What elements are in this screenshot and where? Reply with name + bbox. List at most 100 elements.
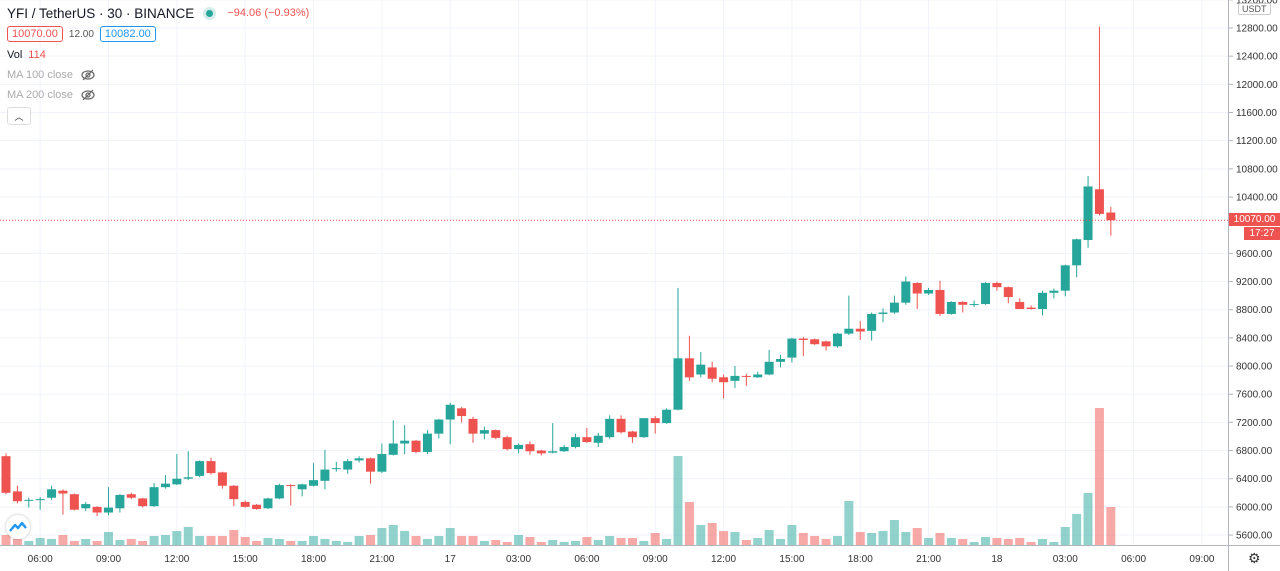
volume-bar [12,539,22,545]
candle-body [138,498,148,507]
price-axis[interactable]: 13200.0012800.0012400.0012000.0011600.00… [1228,0,1278,542]
ma200-legend[interactable]: MA 200 close [7,85,309,105]
candle-body [286,485,296,487]
x-tick-label: 09:00 [96,554,121,565]
volume-bar [388,525,398,545]
volume-bar [115,540,125,545]
sell-button[interactable]: 10070.00 [7,26,63,42]
candle-body [548,451,558,453]
candle-body [160,483,170,488]
y-tick-label: 10800.00 [1236,164,1278,175]
candle-body [798,338,808,340]
candle-body [206,461,216,474]
candle-body [536,450,546,454]
tradingview-logo[interactable] [6,515,30,539]
candle-body [696,364,706,375]
x-tick-label: 17 [445,554,457,565]
time-axis[interactable]: 06:00 09:00 12:00 15:00 18:00 21:00 17 03:00 06:… [28,554,1215,565]
candle-body [149,487,159,507]
volume-bar [1015,538,1025,545]
y-tick-label: 6000.00 [1236,502,1273,513]
candle-body [901,281,911,303]
candle-body [343,461,353,470]
candle-body [1,456,11,493]
volume-bar [992,538,1002,545]
volume-bar [183,527,193,545]
currency-unit-label[interactable]: USDT [1238,3,1271,15]
volume-bar [422,539,432,545]
volume-bar [639,541,649,545]
candle-body [274,485,284,499]
volume-legend[interactable]: Vol 114 [7,45,309,65]
candle-body [559,447,569,452]
volume-bar [434,536,444,545]
volume-bar [787,525,797,545]
candle-body [810,339,820,345]
gear-icon[interactable]: ⚙ [1248,550,1261,566]
candle-body [844,328,854,334]
y-tick-label: 6400.00 [1236,474,1273,485]
candle-body [855,328,865,332]
candle-body [1049,290,1059,293]
volume-bar [889,520,899,545]
candle-body [969,304,979,306]
volume-bar [753,538,763,545]
volume-bar [457,536,467,545]
candle-body [47,489,57,498]
volume-bar [969,542,979,545]
candle-body [240,501,250,507]
eye-off-icon[interactable] [81,69,95,81]
candle-body [365,458,375,472]
y-tick-label: 8000.00 [1236,362,1273,373]
volume-bar [217,536,227,545]
volume-bar [593,540,603,545]
candle-body [92,506,102,513]
volume-bar [730,532,740,545]
volume-bar [297,541,307,545]
candle-body [115,494,125,509]
candle-body [195,461,205,476]
candle-body [821,341,831,347]
bar-countdown: 17:27 [1249,228,1275,240]
volume-bar [958,539,968,545]
current-price-value: 10070.00 [1233,214,1276,226]
candle-body [1083,186,1093,240]
candle-body [81,504,91,509]
ma100-legend[interactable]: MA 100 close [7,65,309,85]
symbol-title[interactable]: YFI / TetherUS · 30 · BINANCE [7,5,195,21]
volume-bar [320,539,330,545]
volume-bar [559,542,569,545]
volume-bar [274,539,284,545]
volume-bar [832,536,842,545]
volume-bar [1060,527,1070,545]
volume-bar [172,531,182,545]
candle-body [935,289,945,314]
candle-body [252,504,262,510]
candle-body [172,478,182,485]
volume-bar [1083,493,1093,545]
buy-button[interactable]: 10082.00 [99,26,156,42]
volume-bar [1106,507,1116,545]
volume-bar [81,539,91,545]
volume-bar [502,542,512,545]
candle-body [12,491,22,502]
volume-bar [1026,542,1036,545]
collapse-legend-button[interactable]: ︿ [7,107,31,125]
candle-body [958,301,968,305]
y-tick-label: 12400.00 [1236,52,1278,63]
volume-bar [206,536,216,545]
volume-bar [582,537,592,545]
volume-bar [548,540,558,545]
candle-body [650,418,660,424]
volume-bar [867,533,877,545]
volume-bar [901,532,911,545]
volume-bar [935,533,945,545]
candle-body [639,418,649,438]
volume-bar [719,531,729,545]
candle-body [627,431,637,438]
eye-off-icon[interactable] [81,89,95,101]
volume-bar [673,456,683,545]
candle-body [707,367,717,379]
candle-body [776,358,786,362]
